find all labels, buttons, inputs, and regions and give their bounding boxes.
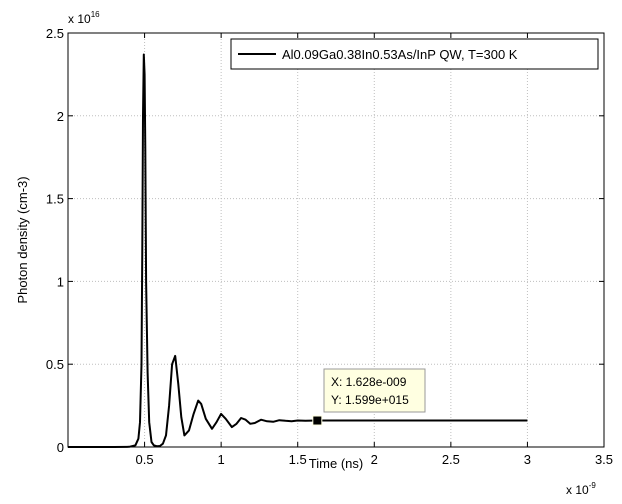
series-line [68, 53, 528, 448]
y-tick-label: 2 [57, 109, 64, 124]
y-tick-label: 0.5 [46, 357, 64, 372]
y-axis-label: Photon density (cm-3) [15, 176, 30, 303]
datatip-y-label: Y: 1.599e+015 [331, 393, 409, 407]
x-tick-label: 2 [371, 452, 378, 467]
x-axis-label: Time (ns) [309, 456, 363, 471]
datatip-marker[interactable] [312, 415, 323, 426]
x-tick-label: 3 [524, 452, 531, 467]
grid [68, 33, 604, 447]
plot-frame [67, 32, 605, 448]
datatip-x-label: X: 1.628e-009 [331, 375, 407, 389]
y-tick-label: 1.5 [46, 192, 64, 207]
y-axis-exponent: x 1016 [68, 10, 100, 26]
x-tick-label: 3.5 [595, 452, 613, 467]
y-tick-label: 0 [57, 440, 64, 455]
datatip[interactable]: X: 1.628e-009 Y: 1.599e+015 [312, 368, 426, 426]
y-tick-label: 2.5 [46, 26, 64, 41]
legend-box [230, 38, 599, 70]
y-tick-label: 1 [57, 274, 64, 289]
axis-ticks: 0.5 1 1.5 2 2.5 3 3.5 0 0.5 1 1.5 2 2.5 [46, 26, 613, 467]
series-lines [68, 53, 528, 448]
legend: Al0.09Ga0.38In0.53As/InP QW, T=300 K [230, 38, 599, 70]
datatip-box [323, 368, 426, 413]
x-tick-label: 2.5 [442, 452, 460, 467]
x-axis-exponent: x 10-9 [566, 481, 596, 497]
x-tick-label: 1 [218, 452, 225, 467]
x-tick-label: 1.5 [289, 452, 307, 467]
x-tick-label: 0.5 [136, 452, 154, 467]
legend-label: Al0.09Ga0.38In0.53As/InP QW, T=300 K [282, 47, 518, 62]
